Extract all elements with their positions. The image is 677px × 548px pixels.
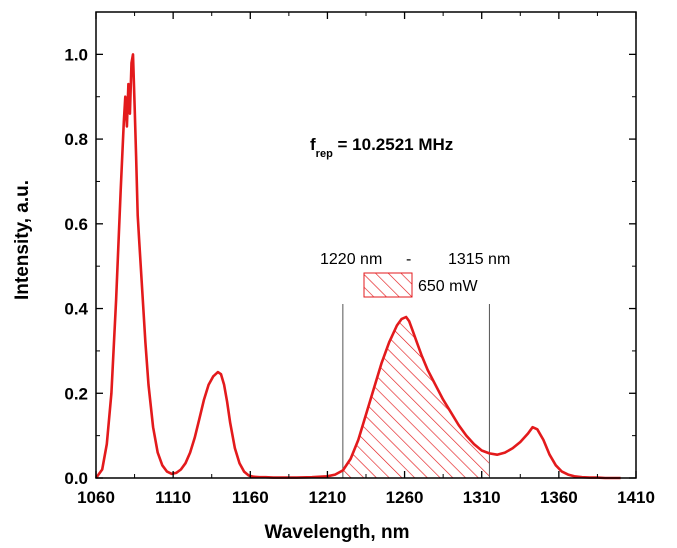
shaded-region [342,317,490,478]
freq-value: = 10.2521 MHz [333,135,454,154]
x-axis-title: Wavelength, nm [265,522,410,543]
frequency-annotation: frep = 10.2521 MHz [310,135,453,160]
y-tick-label: 0.2 [64,384,88,403]
ticks-layer [95,11,637,479]
x-tick-label: 1210 [309,488,347,507]
y-axis-title: Intensity, a.u. [12,180,33,300]
plot-frame [95,11,637,479]
range-lines-layer [342,304,490,478]
x-tick-label: 1110 [155,488,191,507]
x-tick-label: 1260 [386,488,424,507]
y-tick-label: 0.6 [64,215,88,234]
x-tick-label: 1310 [463,488,501,507]
shaded-region-layer [342,317,490,478]
y-tick-label: 0.4 [64,300,88,319]
power-legend-swatch [363,272,413,298]
x-tick-label: 1060 [77,488,115,507]
x-tick-label: 1160 [232,488,269,507]
range-start-label: 1220 nm [320,251,382,268]
tick-labels-layer: 1060 1110 1160 1210 1260 1310 1360 1410 0.0 0.2 0.… [64,45,655,507]
x-tick-label: 1360 [540,488,578,507]
x-tick-label: 1410 [617,488,655,507]
range-dash-label: - [406,251,411,268]
y-tick-label: 1.0 [64,45,88,64]
freq-symbol: f [310,135,316,154]
y-tick-label: 0.0 [64,469,88,488]
range-end-label: 1315 nm [448,251,510,268]
freq-subscript: rep [316,148,333,160]
y-tick-label: 0.8 [64,130,88,149]
power-label: 650 mW [418,278,478,295]
